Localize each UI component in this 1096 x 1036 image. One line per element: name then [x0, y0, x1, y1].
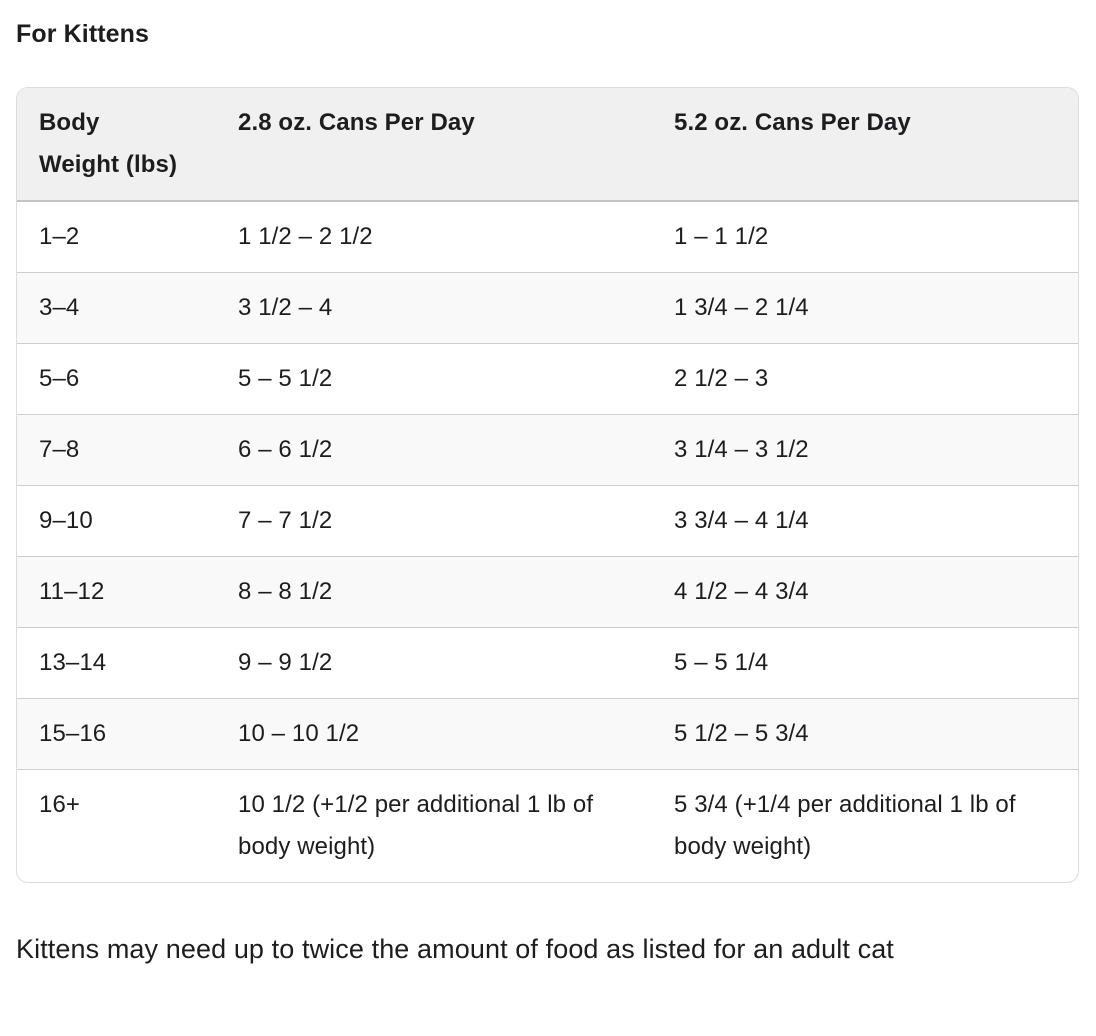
feeding-table: Body Weight (lbs) 2.8 oz. Cans Per Day 5… [17, 87, 1078, 882]
cell-5-2oz-cans: 1 – 1 1/2 [674, 222, 769, 250]
cell-body-weight: 13–14 [17, 626, 216, 698]
table-row: 1–2 1 1/2 – 2 1/2 1 – 1 1/2 [17, 201, 1078, 273]
cell-body-weight: 3–4 [17, 271, 216, 343]
cell-5-2oz-cans: 5 1/2 – 5 3/4 [652, 697, 1078, 769]
cell-body-weight: 9–10 [17, 484, 216, 556]
cell-5-2oz-cans: 4 1/2 – 4 3/4 [652, 555, 1078, 627]
column-header-2-8oz-cans: 2.8 oz. Cans Per Day [216, 87, 652, 202]
table-row: 16+ 10 1/2 (+1/2 per additional 1 lb of … [17, 768, 1078, 882]
table-header-row: Body Weight (lbs) 2.8 oz. Cans Per Day 5… [17, 87, 1078, 202]
cell-2-8oz-cans: 5 – 5 1/2 [216, 342, 652, 414]
cell-2-8oz-cans: 6 – 6 1/2 [216, 413, 652, 485]
cell-5-2oz-cans: 1 3/4 – 2 1/4 [652, 271, 1078, 343]
cell-2-8oz-cans: 9 – 9 1/2 [216, 626, 652, 698]
cell-5-2oz-cans: 3 1/4 – 3 1/2 [652, 413, 1078, 485]
footnote: Kittens may need up to twice the amount … [16, 933, 894, 964]
table-row: 13–14 9 – 9 1/2 5 – 5 1/4 [17, 626, 1078, 698]
cell-body-weight: 16+ [17, 768, 216, 882]
table-row: 9–10 7 – 7 1/2 3 3/4 – 4 1/4 [17, 484, 1078, 556]
cell-5-2oz-cans: 5 – 5 1/4 [652, 626, 1078, 698]
cell-5-2oz-cans: 2 1/2 – 3 [652, 342, 1078, 414]
table-row: 7–8 6 – 6 1/2 3 1/4 – 3 1/2 [17, 413, 1078, 485]
cell-5-2oz-cans: 3 3/4 – 4 1/4 [652, 484, 1078, 556]
column-header-body-weight: Body Weight (lbs) [17, 87, 216, 202]
table-row: 5–6 5 – 5 1/2 2 1/2 – 3 [17, 342, 1078, 414]
cell-2-8oz-cans: 10 1/2 (+1/2 per additional 1 lb of body… [216, 768, 652, 882]
cell-body-weight: 5–6 [17, 342, 216, 414]
cell-5-2oz-cans: 5 3/4 (+1/4 per additional 1 lb of body … [652, 768, 1078, 882]
cell-body-weight: 11–12 [17, 555, 216, 627]
table-row: 11–12 8 – 8 1/2 4 1/2 – 4 3/4 [17, 555, 1078, 627]
cell-2-8oz-cans: 8 – 8 1/2 [216, 555, 652, 627]
cell-2-8oz-cans: 7 – 7 1/2 [216, 484, 652, 556]
kitten-feeding-table: Body Weight (lbs) 2.8 oz. Cans Per Day 5… [16, 86, 1079, 883]
section-title: For Kittens [16, 20, 150, 48]
cell-body-weight: 15–16 [17, 697, 216, 769]
cell-2-8oz-cans: 3 1/2 – 4 [216, 271, 652, 343]
cell-body-weight: 7–8 [17, 413, 216, 485]
cell-body-weight: 1–2 [39, 222, 80, 250]
cell-2-8oz-cans: 10 – 10 1/2 [216, 697, 652, 769]
cell-2-8oz-cans: 1 1/2 – 2 1/2 [238, 222, 373, 250]
table-row: 3–4 3 1/2 – 4 1 3/4 – 2 1/4 [17, 271, 1078, 343]
table-row: 15–16 10 – 10 1/2 5 1/2 – 5 3/4 [17, 697, 1078, 769]
column-header-5-2oz-cans: 5.2 oz. Cans Per Day [652, 87, 1078, 202]
